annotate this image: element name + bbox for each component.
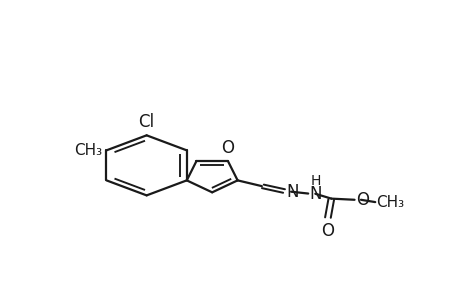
Text: N: N xyxy=(308,185,321,203)
Text: N: N xyxy=(286,183,298,201)
Text: O: O xyxy=(355,190,368,208)
Text: O: O xyxy=(321,222,334,240)
Text: Cl: Cl xyxy=(138,113,154,131)
Text: CH₃: CH₃ xyxy=(375,195,403,210)
Text: H: H xyxy=(310,174,320,188)
Text: CH₃: CH₃ xyxy=(74,143,102,158)
Text: O: O xyxy=(221,139,234,157)
